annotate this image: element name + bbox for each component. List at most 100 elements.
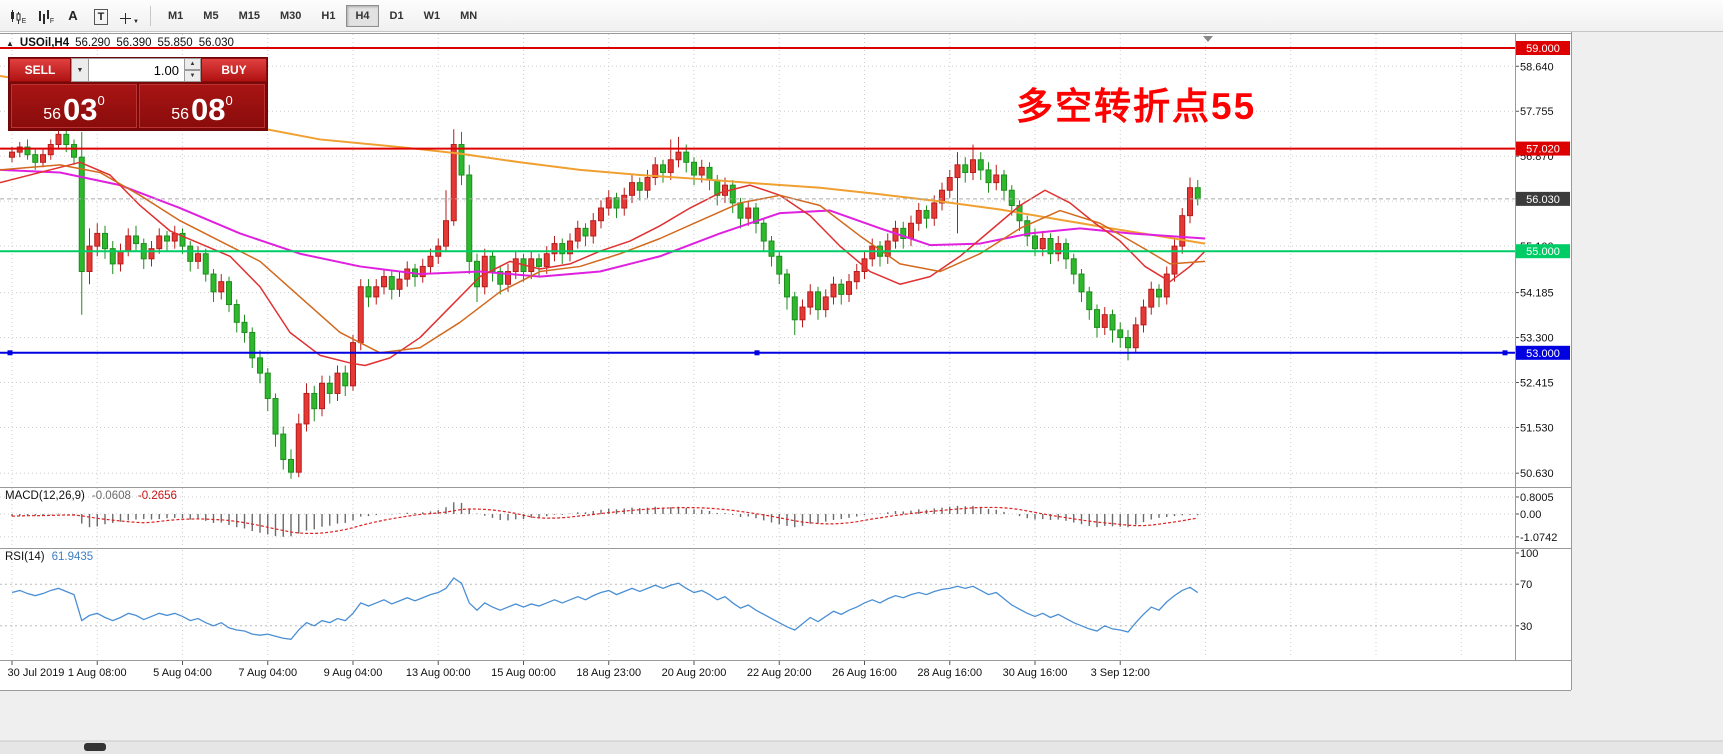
date-label: 13 Aug 00:00 [406,667,471,679]
bar-chart-icon[interactable]: F [32,4,58,28]
macd-signal-line [11,506,1198,535]
date-label: 1 Aug 08:00 [68,667,127,679]
macd-title: MACD(12,26,9) [5,490,85,502]
macd-signal-value: -0.2656 [137,490,177,502]
symbol-name: USOil,H4 [19,37,70,49]
ma-line-fast-ma-2 [0,164,1206,354]
candlestick-chart-icon[interactable]: E [4,4,30,28]
axis-label: 70 [1520,579,1532,591]
chart-shift-marker[interactable] [1203,36,1213,42]
chevron-down-icon: ▼ [76,66,84,74]
date-label: 22 Aug 20:00 [747,667,812,679]
horizontal-scrollbar [0,740,1723,754]
axis-label: 0.00 [1520,509,1541,521]
buy-price-main: 08 [191,91,226,127]
axis-price-badge [1516,191,1570,206]
date-label: 18 Aug 23:00 [576,667,641,679]
date-axis: 30 Jul 2019 1 Aug 08:00 5 Aug 04:00 7 Aug 0… [8,661,1150,679]
timeframe-button-m1[interactable]: M1 [159,5,192,27]
date-label: 30 Jul 2019 [8,667,65,679]
crosshair-tool-icon[interactable]: ▼ [116,4,142,28]
svg-text:59.000: 59.000 [1526,43,1560,55]
sell-price-display[interactable]: 56 03 0 [11,84,137,128]
chart-annotation: 多空转折点55 [1016,86,1257,127]
axis-label: 57.755 [1520,106,1554,118]
rsi-header: RSI(14) 61.9435 [5,551,93,563]
volume-stepper: ▲ ▼ [184,58,201,82]
axis-label: -1.0742 [1520,532,1557,544]
buy-price-pipette: 0 [225,93,233,108]
horizontal-line-53.000[interactable] [0,350,1515,356]
window-chrome [0,32,1723,754]
axis-label: 53.300 [1520,333,1554,345]
ohlc-close: 56.030 [198,37,234,49]
macd-main-value: -0.0608 [91,490,131,502]
volume-input[interactable]: 1.00 [89,58,184,82]
scrollbar-track [0,741,1723,754]
axis-label: 0.8005 [1520,492,1554,504]
timeframe-button-w1[interactable]: W1 [415,5,450,27]
axis-label: 30 [1520,621,1532,633]
axis-price-badge [1516,41,1570,55]
rsi-line [11,577,1199,641]
collapse-triangle-icon[interactable]: ▲ [6,38,14,48]
svg-text:56.030: 56.030 [1526,194,1560,206]
axis-price-badge [1516,141,1570,156]
date-label: 15 Aug 00:00 [491,667,556,679]
rsi-title: RSI(14) [5,551,45,563]
axis-label: 50.630 [1520,468,1554,480]
svg-text:57.020: 57.020 [1526,144,1560,156]
date-label: 28 Aug 16:00 [917,667,982,679]
line-drag-handle[interactable] [7,350,13,356]
line-drag-handle[interactable] [754,350,760,356]
axis-label: 51.530 [1520,422,1554,434]
text-annotation-icon[interactable]: A [60,4,86,28]
tool-icon-buttons: E F A T ▼ [4,4,142,28]
candles-layer [9,129,1201,479]
ohlc-high: 56.390 [116,37,152,49]
toolbar-separator [150,5,151,26]
svg-text:53.000: 53.000 [1526,348,1560,360]
line-drag-handle[interactable] [1502,350,1508,356]
date-label: 26 Aug 16:00 [832,667,897,679]
svg-text:55.000: 55.000 [1526,246,1560,258]
timeframe-button-m30[interactable]: M30 [271,5,310,27]
sell-price-prefix: 56 [43,105,62,123]
symbol-info: ▲ USOil,H4 56.290 56.390 55.850 56.030 [6,37,234,49]
horizontal-scrollbar-thumb[interactable] [84,743,106,751]
date-label: 5 Aug 04:00 [153,667,212,679]
buy-price-prefix: 56 [171,105,190,123]
date-label: 20 Aug 20:00 [662,667,727,679]
price-axis: 58.64057.75556.87055.98555.10054.18553.3… [1515,61,1557,633]
sell-price-main: 03 [63,91,98,127]
timeframe-button-d1[interactable]: D1 [381,5,413,27]
buy-button[interactable]: BUY [201,58,267,82]
volume-decrease-button[interactable]: ▼ [184,70,201,82]
sell-button[interactable]: SELL [9,58,71,82]
timeframe-button-m15[interactable]: M15 [230,5,269,27]
one-click-trade-widget: SELL ▼ 1.00 ▲ ▼ BUY 56 03 0 56 08 0 [8,57,268,131]
date-label: 30 Aug 16:00 [1003,667,1068,679]
ohlc-low: 55.850 [157,37,193,49]
panel-borders [0,32,1572,691]
date-label: 3 Sep 12:00 [1091,667,1150,679]
axis-price-badge [1516,345,1570,360]
volume-dropdown-button[interactable]: ▼ [71,58,89,82]
timeframe-button-mn[interactable]: MN [451,5,486,27]
macd-histogram [11,502,1199,537]
timeframe-button-h1[interactable]: H1 [312,5,344,27]
text-box-icon[interactable]: T [88,4,114,28]
volume-increase-button[interactable]: ▲ [184,58,201,70]
sell-price-pipette: 0 [97,93,105,108]
macd-panel [0,496,1515,538]
rsi-value: 61.9435 [51,551,94,563]
timeframe-button-h4[interactable]: H4 [346,4,379,27]
axis-price-badge [1516,244,1570,259]
ma-line-fast-ma [0,161,1206,367]
date-label: 9 Aug 04:00 [324,667,383,679]
buy-price-display[interactable]: 56 08 0 [139,84,265,128]
timeframe-button-m5[interactable]: M5 [194,5,227,27]
price-badges: 59.000 57.020 55.000 53.000 56.030 [1516,41,1570,360]
volume-value: 1.00 [153,62,179,78]
